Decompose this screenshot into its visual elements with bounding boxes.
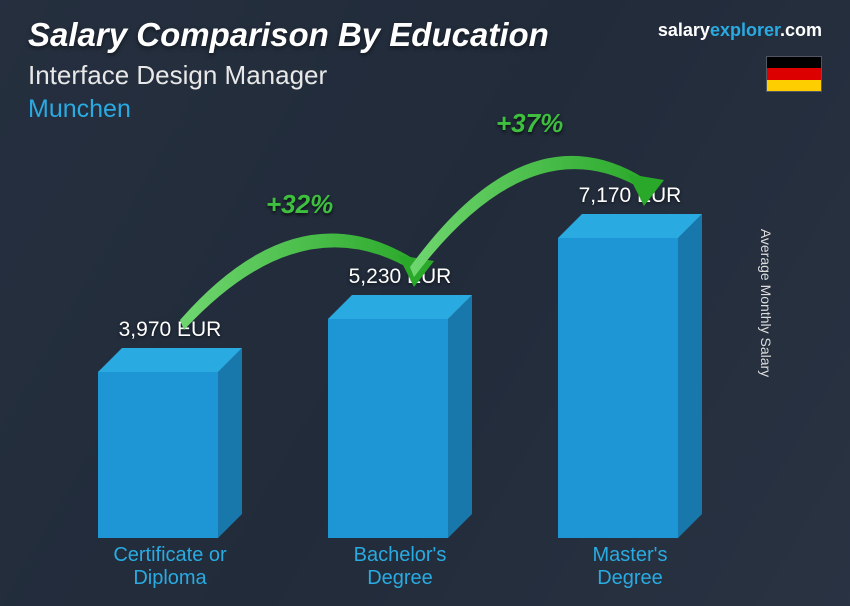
increase-label-0: +32% xyxy=(266,189,333,220)
brand-logo: salaryexplorer.com xyxy=(658,20,822,41)
flag-stripe-1 xyxy=(767,68,821,79)
increase-label-1: +37% xyxy=(496,108,563,139)
bar-label-2: Master'sDegree xyxy=(593,544,668,594)
bar-label-1: Bachelor'sDegree xyxy=(354,544,447,594)
bar-0 xyxy=(98,348,242,538)
germany-flag-icon xyxy=(766,56,822,92)
brand-part2: explorer xyxy=(710,20,780,40)
flag-stripe-0 xyxy=(767,57,821,68)
bar-label-0: Certificate orDiploma xyxy=(113,544,226,594)
flag-stripe-2 xyxy=(767,80,821,91)
salary-bar-chart: 3,970 EURCertificate orDiploma5,230 EURB… xyxy=(80,164,770,594)
brand-part1: salary xyxy=(658,20,710,40)
brand-part3: .com xyxy=(780,20,822,40)
chart-title: Salary Comparison By Education xyxy=(28,16,549,54)
